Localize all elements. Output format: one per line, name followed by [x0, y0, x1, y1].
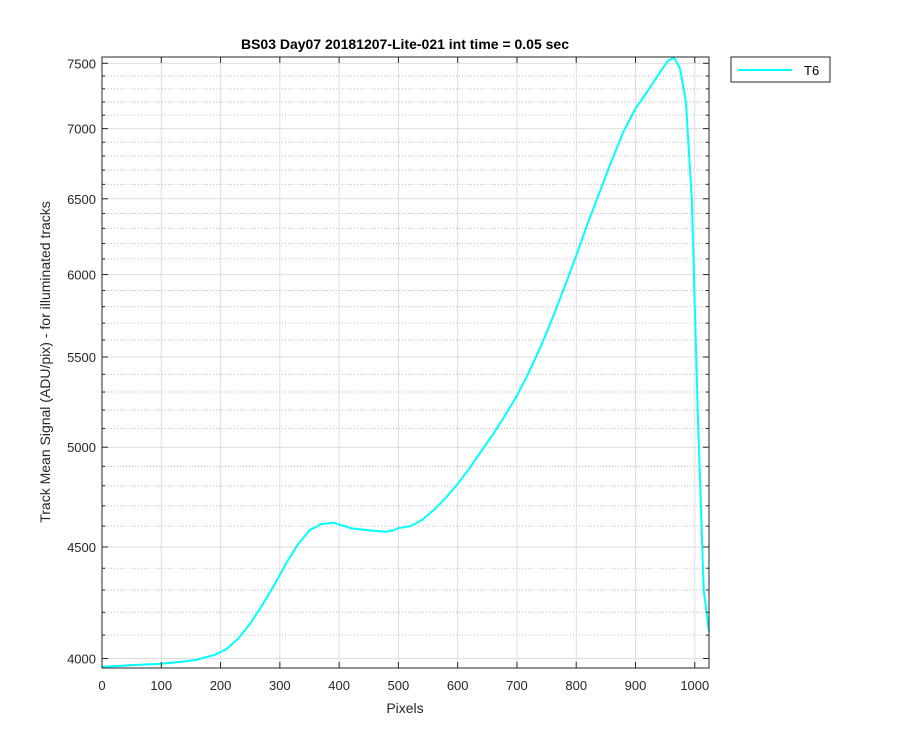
- x-axis-label: Pixels: [386, 700, 423, 716]
- y-tick-label: 5000: [67, 440, 96, 455]
- x-tick-label: 0: [98, 678, 105, 693]
- ticks: 4000 4500 5000 5500 6000 6500 7000 7500 0 100 200 3…: [67, 56, 709, 693]
- y-tick-label: 7000: [67, 122, 96, 137]
- x-tick-label: 500: [388, 678, 410, 693]
- y-tick-label: 5500: [67, 350, 96, 365]
- series-layer: [101, 56, 710, 668]
- x-tick-label: 100: [150, 678, 172, 693]
- x-tick-label: 600: [447, 678, 469, 693]
- x-tick-label: 700: [506, 678, 528, 693]
- y-tick-label: 6000: [67, 268, 96, 283]
- plot-background: [102, 57, 709, 668]
- x-tick-label: 400: [328, 678, 350, 693]
- x-tick-label: 200: [210, 678, 232, 693]
- series-line-t6: [101, 56, 710, 668]
- y-tick-label: 6500: [67, 192, 96, 207]
- y-tick-label: 4500: [67, 540, 96, 555]
- legend[interactable]: T6: [730, 56, 831, 83]
- chart-title: BS03 Day07 20181207-Lite-021 int time = …: [241, 36, 569, 52]
- plot-frame: [101, 56, 710, 669]
- y-tick-label: 7500: [67, 56, 96, 71]
- y-tick-label: 4000: [67, 651, 96, 666]
- legend-entry-t6: T6: [804, 63, 819, 78]
- x-tick-label: 300: [269, 678, 291, 693]
- x-tick-label: 800: [565, 678, 587, 693]
- x-tick-label: 1000: [680, 678, 709, 693]
- x-tick-label: 900: [625, 678, 647, 693]
- y-axis-label: Track Mean Signal (ADU/pix) - for illumi…: [37, 201, 53, 523]
